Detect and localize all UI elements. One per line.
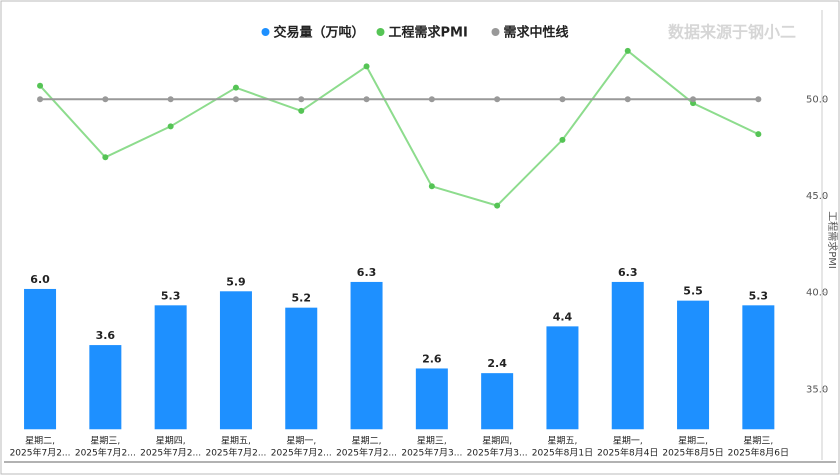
data-label: 6.3 xyxy=(618,266,638,279)
data-label: 6.3 xyxy=(357,266,377,279)
x-tick-label: 2025年7月3... xyxy=(401,447,462,459)
y2-tick-label: 50.0 xyxy=(806,94,828,105)
point xyxy=(102,96,109,103)
legend-marker xyxy=(491,28,500,36)
bar xyxy=(219,291,252,430)
point xyxy=(37,82,44,89)
data-label: 5.3 xyxy=(749,289,769,302)
point xyxy=(298,96,305,103)
x-tick-label: 2025年7月2... xyxy=(271,447,332,459)
bar xyxy=(677,300,710,430)
data-label: 5.2 xyxy=(292,292,312,305)
x-tick-label: 2025年7月2... xyxy=(140,447,201,459)
x-tick-label: 星期二, xyxy=(25,436,55,447)
x-tick-label: 2025年8月4日 xyxy=(597,447,658,459)
watermark: 数据来源于钢小二 xyxy=(668,23,796,42)
point xyxy=(494,96,501,103)
point xyxy=(102,154,109,161)
data-label: 4.4 xyxy=(553,310,573,323)
point xyxy=(559,136,566,143)
x-tick-label: 星期一, xyxy=(613,436,643,447)
x-tick-label: 星期二, xyxy=(678,436,708,447)
x-tick-label: 星期五, xyxy=(548,436,578,447)
data-label: 2.4 xyxy=(487,357,507,370)
x-tick-label: 星期四, xyxy=(482,436,512,447)
y2-tick-label: 45.0 xyxy=(806,191,828,202)
x-tick-label: 2025年8月5日 xyxy=(662,447,723,459)
x-tick-label: 星期五, xyxy=(221,436,251,447)
bar xyxy=(89,345,122,430)
x-tick-label: 2025年7月2... xyxy=(10,447,71,459)
x-tick-label: 2025年7月3... xyxy=(467,447,528,459)
point xyxy=(232,84,239,91)
x-tick-label: 星期三, xyxy=(743,436,773,447)
x-tick-label: 星期三, xyxy=(90,436,120,447)
point xyxy=(232,96,239,103)
point xyxy=(363,63,370,70)
data-label: 5.3 xyxy=(161,289,181,302)
point xyxy=(755,131,762,138)
data-label: 6.0 xyxy=(30,273,50,286)
point xyxy=(494,202,501,209)
bar xyxy=(481,373,514,430)
bar xyxy=(154,305,187,430)
x-tick-label: 星期二, xyxy=(352,436,382,447)
bar xyxy=(285,307,318,430)
data-label: 5.9 xyxy=(226,275,246,288)
point xyxy=(37,96,44,103)
point xyxy=(298,107,305,114)
point xyxy=(690,96,697,103)
x-tick-label: 星期四, xyxy=(156,436,186,447)
bar xyxy=(24,288,57,430)
x-tick-label: 2025年7月2... xyxy=(75,447,136,459)
legend-marker xyxy=(261,28,270,36)
point xyxy=(428,183,435,190)
point xyxy=(624,47,631,54)
bar xyxy=(611,281,644,430)
data-label: 3.6 xyxy=(96,329,116,342)
x-tick-label: 2025年8月1日 xyxy=(532,447,593,459)
point xyxy=(428,96,435,103)
point xyxy=(559,96,566,103)
x-tick-label: 星期一, xyxy=(286,436,316,447)
point xyxy=(363,96,370,103)
x-tick-label: 星期三, xyxy=(417,436,447,447)
x-tick-label: 2025年8月6日 xyxy=(728,447,789,459)
y2-tick-label: 40.0 xyxy=(806,288,828,299)
bar xyxy=(742,305,775,430)
point xyxy=(624,96,631,103)
data-label: 5.5 xyxy=(683,285,703,298)
legend-label: 需求中性线 xyxy=(504,25,569,41)
bar xyxy=(546,326,579,430)
legend-label: 工程需求PMI xyxy=(389,25,468,41)
x-tick-label: 2025年7月2... xyxy=(336,447,397,459)
point xyxy=(167,123,174,130)
y2-axis-title: 工程需求PMI xyxy=(826,211,838,269)
bar xyxy=(350,281,383,430)
x-tick-label: 2025年7月2... xyxy=(205,447,266,459)
legend-label: 交易量（万吨） xyxy=(274,25,365,41)
bar xyxy=(415,368,448,430)
legend-marker xyxy=(376,28,385,36)
data-label: 2.6 xyxy=(422,352,442,365)
line xyxy=(39,49,759,207)
point xyxy=(755,96,762,103)
point xyxy=(167,96,174,103)
y2-tick-label: 35.0 xyxy=(806,384,828,395)
